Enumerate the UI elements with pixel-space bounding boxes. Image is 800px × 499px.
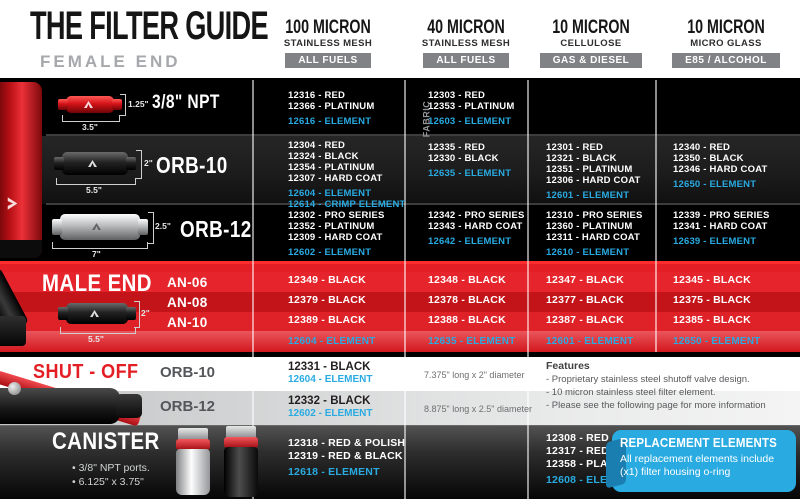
orb12-height-dim: 2.5" — [155, 221, 171, 231]
column-divider — [252, 80, 254, 499]
row-label-npt: 3/8" NPT — [152, 92, 220, 113]
dimension-line — [56, 178, 136, 185]
male-filter-image — [58, 303, 136, 324]
female-end-label: FEMALE END — [40, 52, 181, 71]
canister-bullet-ports: • 3/8" NPT ports. — [72, 462, 150, 474]
row-label-an06: AN-06 — [167, 275, 208, 290]
cell-orb10-40micron: 12335 - RED 12330 - BLACK 12635 - ELEMEN… — [428, 142, 512, 179]
cell-male-element-100micron: 12604 - ELEMENT — [288, 336, 376, 347]
row-divider — [46, 203, 800, 205]
male-length-dim: 5.5" — [88, 334, 104, 344]
row-divider — [46, 134, 800, 136]
dimension-line — [148, 212, 154, 244]
header: THE FILTER GUIDE FEMALE END 100 MICRON S… — [0, 0, 800, 78]
cell-an10-cellulose: 12387 - BLACK — [546, 314, 624, 326]
fuel-badge: ALL FUELS — [285, 53, 371, 68]
valve-nose — [116, 394, 142, 418]
features-block: Features - Proprietary stainless steel s… — [546, 360, 766, 411]
male-end-title: MALE END — [42, 270, 152, 297]
column-header-40-micron: 40 MICRON STAINLESS MESH ALL FUELS — [421, 17, 511, 68]
shutoff-orb10-size-note: 7.375" long x 2" diameter — [424, 370, 525, 380]
row-label-orb10: ORB-10 — [156, 152, 228, 178]
cell-npt-100micron: 12316 - RED 12366 - PLATINUM 12616 - ELE… — [288, 90, 375, 127]
dimension-line — [120, 94, 126, 116]
dimension-line — [62, 115, 120, 122]
dimension-line — [136, 150, 142, 179]
fuel-badge: E85 / ALCOHOL — [672, 53, 780, 68]
row-label-shutoff-orb12: ORB-12 — [160, 398, 216, 415]
replacement-elements-callout: REPLACEMENT ELEMENTS All replacement ele… — [612, 430, 796, 492]
row-label-shutoff-orb10: ORB-10 — [160, 364, 216, 381]
cell-orb12-100micron: 12302 - PRO SERIES 12352 - PLATINUM 1230… — [288, 210, 385, 258]
male-height-dim: 2" — [141, 308, 150, 318]
orb10-height-dim: 2" — [144, 158, 153, 168]
canister-silver-image — [176, 428, 210, 496]
page-title: THE FILTER GUIDE — [30, 4, 269, 48]
cell-shutoff-orb12: 12332 - BLACK 12602 - ELEMENT — [288, 395, 373, 419]
cell-an08-40micron: 12378 - BLACK — [428, 294, 506, 306]
cell-male-element-microglass: 12650 - ELEMENT — [673, 336, 761, 347]
orb12-filter-image — [52, 214, 148, 240]
callout-title: REPLACEMENT ELEMENTS — [620, 436, 778, 450]
orb12-length-dim: 7" — [92, 249, 101, 259]
column-header-10-micron-microglass: 10 MICRON MICRO GLASS E85 / ALCOHOL — [651, 18, 800, 68]
orb10-length-dim: 5.5" — [86, 185, 102, 195]
canister-title: CANISTER — [52, 428, 160, 455]
features-title: Features — [546, 360, 590, 372]
shutoff-valve-product-image — [0, 368, 148, 428]
cell-an06-microglass: 12345 - BLACK — [673, 274, 751, 286]
cell-orb10-100micron: 12304 - RED 12324 - BLACK 12354 - PLATIN… — [288, 140, 406, 210]
cell-an06-40micron: 12348 - BLACK — [428, 274, 506, 286]
fabric-note: FABRIC — [421, 100, 432, 138]
fuel-badge: GAS & DIESEL — [539, 53, 643, 68]
cell-npt-40micron: FABRIC 12303 - RED 12353 - PLATINUM 1260… — [421, 90, 515, 138]
cell-an10-microglass: 12385 - BLACK — [673, 314, 751, 326]
callout-body: All replacement elements include (x1) fi… — [620, 453, 775, 478]
canister-bullet-size: • 6.125" x 3.75" — [72, 476, 144, 488]
column-divider — [404, 80, 406, 499]
cell-an10-100micron: 12389 - BLACK — [288, 314, 366, 326]
cell-an06-cellulose: 12347 - BLACK — [546, 274, 624, 286]
cell-an08-cellulose: 12377 - BLACK — [546, 294, 624, 306]
dimension-line — [134, 301, 140, 328]
red-filter-product-image — [0, 82, 42, 258]
column-divider — [527, 80, 529, 499]
aeromotive-logo-icon — [8, 197, 18, 210]
column-header-100-micron: 100 MICRON STAINLESS MESH ALL FUELS — [283, 17, 373, 68]
cell-an10-40micron: 12388 - BLACK — [428, 314, 506, 326]
cell-orb12-cellulose: 12310 - PRO SERIES 12360 - PLATINUM 1231… — [546, 210, 643, 258]
npt-height-dim: 1.25" — [128, 99, 149, 109]
male-end-section — [0, 264, 800, 352]
row-label-an10: AN-10 — [167, 315, 208, 330]
orb10-filter-image — [54, 152, 136, 175]
cell-orb10-cellulose: 12301 - RED 12321 - BLACK 12351 - PLATIN… — [546, 142, 641, 201]
fuel-badge: ALL FUELS — [423, 53, 509, 68]
column-divider — [655, 80, 657, 352]
dimension-line — [60, 327, 136, 334]
dimension-line — [52, 242, 148, 249]
shutoff-title: SHUT - OFF — [33, 361, 139, 383]
cell-canister-100micron: 12318 - RED & POLISH 12319 - RED & BLACK… — [288, 437, 406, 478]
male-fitting-product-image — [0, 267, 34, 352]
cell-shutoff-orb10: 12331 - BLACK 12604 - ELEMENT — [288, 361, 373, 385]
red-accent-line — [0, 261, 800, 264]
cell-orb10-microglass: 12340 - RED 12350 - BLACK 12346 - HARD C… — [673, 142, 768, 190]
cell-an06-100micron: 12349 - BLACK — [288, 274, 366, 286]
cell-orb12-microglass: 12339 - PRO SERIES 12341 - HARD COAT 126… — [673, 210, 770, 247]
npt-length-dim: 3.5" — [82, 122, 98, 132]
shutoff-orb12-size-note: 8.875" long x 2.5" diameter — [424, 404, 532, 414]
cell-orb12-40micron: 12342 - PRO SERIES 12343 - HARD COAT 126… — [428, 210, 525, 247]
valve-pivot — [8, 382, 21, 395]
cell-male-element-40micron: 12635 - ELEMENT — [428, 336, 516, 347]
canister-black-image — [224, 426, 258, 498]
cell-male-element-cellulose: 12601 - ELEMENT — [546, 336, 634, 347]
cell-an08-microglass: 12375 - BLACK — [673, 294, 751, 306]
cell-an08-100micron: 12379 - BLACK — [288, 294, 366, 306]
row-label-orb12: ORB-12 — [180, 216, 252, 242]
column-header-10-micron-cellulose: 10 MICRON CELLULOSE GAS & DIESEL — [516, 18, 666, 68]
row-label-an08: AN-08 — [167, 295, 208, 310]
valve-body — [0, 388, 120, 424]
